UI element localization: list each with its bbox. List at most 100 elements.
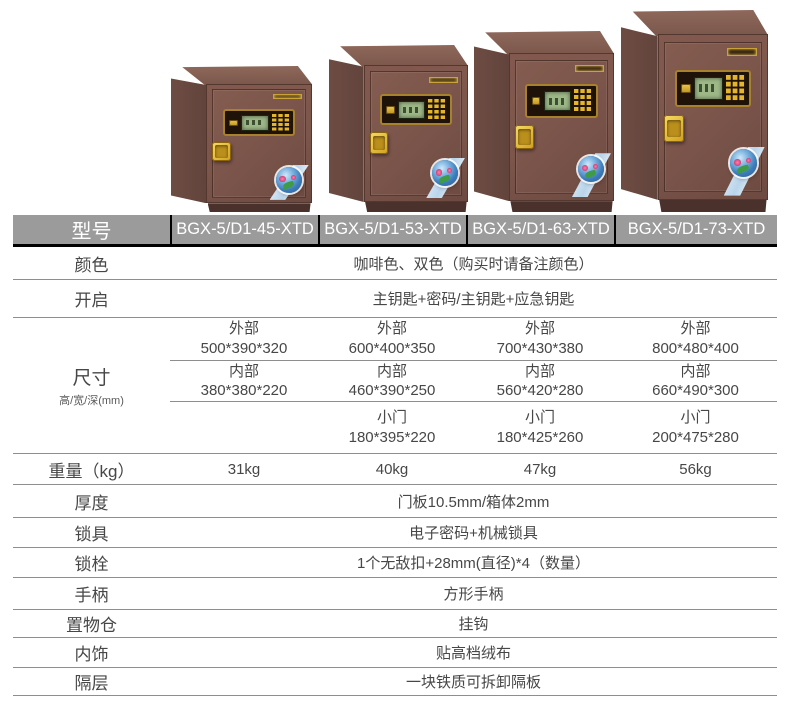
safe-product-image-2 — [329, 45, 468, 212]
dims-cell-header: 外部 — [680, 320, 711, 338]
leaf-decoration — [584, 169, 597, 179]
weight-value-1: 31kg — [227, 460, 261, 478]
safe-product-image-4 — [621, 10, 768, 212]
dims-cell-header: 外部 — [228, 320, 259, 338]
dims-cell: 内部 560*420*280 — [466, 362, 614, 401]
row-label-opening: 开启 — [74, 291, 109, 310]
dimensions-label: 尺寸 — [72, 368, 111, 389]
keyhole-icon — [681, 83, 691, 94]
dims-cell-value: 600*400*350 — [348, 339, 436, 357]
row-label-color: 颜色 — [74, 255, 109, 275]
spec-row-lock: 锁具 电子密码+机械锁具 — [13, 518, 777, 548]
spec-row-bolt: 锁栓 1个无敌扣+28mm(直径)*4（数量） — [13, 548, 777, 578]
globe-sticker — [723, 146, 765, 196]
safe-handle — [369, 132, 389, 154]
safe-top-panel — [182, 66, 312, 85]
dims-cell-value: 380*380*220 — [200, 382, 288, 400]
keypad-panel — [674, 69, 751, 108]
leaf-decoration — [281, 180, 295, 190]
spec-row-storage: 置物仓 挂钩 — [13, 610, 777, 638]
globe-sticker — [269, 164, 309, 200]
dims-cell: 外部 600*400*350 — [318, 319, 466, 358]
spec-row-handle: 手柄 方形手柄 — [13, 578, 777, 610]
lcd-display — [543, 91, 571, 112]
dims-cell: 小门 180*425*260 — [466, 408, 614, 447]
safe-product-image-3 — [474, 31, 614, 212]
dims-cell: 外部 700*430*380 — [466, 319, 614, 358]
dims-cell: 外部 800*480*400 — [614, 319, 777, 358]
safe-top-panel — [632, 10, 768, 37]
row-label-lock: 锁具 — [74, 525, 109, 544]
spec-row-dimensions: 尺寸 高/宽/深(mm) 外部 500*390*320 外部 600*400*3… — [13, 318, 777, 454]
row-value-interior: 贴高档绒布 — [435, 645, 511, 662]
dims-cell-header: 外部 — [376, 320, 407, 338]
keypad-buttons — [271, 113, 291, 132]
safe-handle-inner — [372, 135, 386, 151]
row-label-weight: 重量（kg） — [48, 461, 135, 481]
spec-row-thickness: 厚度 门板10.5mm/箱体2mm — [13, 485, 777, 518]
row-value-shelf: 一块铁质可拆卸隔板 — [405, 674, 541, 691]
safe-base — [365, 201, 467, 212]
dims-cell: 内部 660*490*300 — [614, 362, 777, 401]
safe-handle-inner — [518, 129, 531, 146]
safe-top-panel — [340, 45, 468, 67]
dims-cell-header: 内部 — [524, 362, 555, 380]
dims-cell-value: 180*395*220 — [348, 428, 436, 446]
dims-cell-header: 内部 — [376, 362, 407, 380]
flower-decoration — [581, 165, 588, 172]
spec-row-interior: 内饰 贴高档绒布 — [13, 638, 777, 668]
dims-cell-header: 内部 — [680, 362, 711, 380]
globe-icon — [275, 166, 302, 193]
safe-side-panel — [621, 27, 658, 200]
dims-cell-header: 小门 — [680, 409, 711, 427]
row-label-dimensions: 尺寸 高/宽/深(mm) — [13, 318, 170, 453]
safe-handle — [515, 125, 534, 149]
row-value-storage: 挂钩 — [458, 616, 489, 633]
dimensions-data: 外部 500*390*320 外部 600*400*350 外部 700*430… — [170, 318, 777, 453]
row-value-color: 咖啡色、双色（购买时请备注颜色） — [353, 255, 594, 273]
header-row-label: 型号 — [71, 221, 112, 243]
safe-handle — [212, 142, 232, 162]
dims-cell-value: 180*425*260 — [496, 428, 584, 446]
lcd-display — [694, 76, 723, 100]
dims-cell-header: 小门 — [376, 409, 407, 427]
dims-cell: 小门 180*395*220 — [318, 408, 466, 447]
dimensions-subrow-smalldoor: 小门 180*395*220 小门 180*425*260 小门 200*475… — [170, 402, 777, 453]
weight-value-4: 56kg — [679, 460, 712, 478]
safe-front-door — [363, 65, 468, 202]
row-label-interior: 内饰 — [74, 645, 109, 664]
flower-decoration — [279, 176, 286, 183]
safe-handle — [664, 115, 684, 142]
dims-cell-header: 外部 — [524, 320, 555, 338]
safe-base — [510, 201, 613, 212]
safe-product-image-1 — [171, 66, 312, 212]
dimensions-subrow-external: 外部 500*390*320 外部 600*400*350 外部 700*430… — [170, 318, 777, 361]
dims-cell: 内部 460*390*250 — [318, 362, 466, 401]
dims-cell: 小门 200*475*280 — [614, 408, 777, 447]
dims-cell-value: 700*430*380 — [496, 339, 584, 357]
header-model-3: BGX-5/D1-63-XTD — [466, 215, 614, 244]
lcd-display — [398, 100, 426, 120]
keypad-panel — [222, 109, 296, 137]
dims-cell-value: 660*490*300 — [652, 382, 739, 400]
dims-cell-header: 小门 — [524, 409, 555, 427]
dimensions-sublabel: 高/宽/深(mm) — [59, 395, 124, 407]
weight-value-3: 47kg — [523, 460, 557, 478]
safe-side-panel — [474, 46, 509, 202]
weight-value-2: 40kg — [375, 460, 409, 478]
flower-decoration — [290, 174, 297, 180]
header-model-2: BGX-5/D1-53-XTD — [318, 215, 466, 244]
row-label-handle: 手柄 — [74, 586, 109, 605]
dimensions-subrow-internal: 内部 380*380*220 内部 460*390*250 内部 560*420… — [170, 361, 777, 403]
safe-front-door — [657, 34, 768, 200]
spec-table: 型号 BGX-5/D1-45-XTD BGX-5/D1-53-XTD BGX-5… — [0, 215, 790, 696]
row-value-handle: 方形手柄 — [443, 586, 504, 603]
safe-front-door — [509, 52, 614, 202]
brand-plaque — [272, 93, 302, 100]
dims-cell: 外部 500*390*320 — [170, 319, 318, 358]
row-label-thickness: 厚度 — [74, 493, 109, 513]
safe-base — [207, 203, 311, 212]
spec-row-weight: 重量（kg） 31kg 40kg 47kg 56kg — [13, 454, 777, 485]
spec-table-body: 颜色 咖啡色、双色（购买时请备注颜色） 开启 主钥匙+密码/主钥匙+应急钥匙 尺… — [13, 247, 777, 696]
globe-icon — [578, 155, 604, 182]
